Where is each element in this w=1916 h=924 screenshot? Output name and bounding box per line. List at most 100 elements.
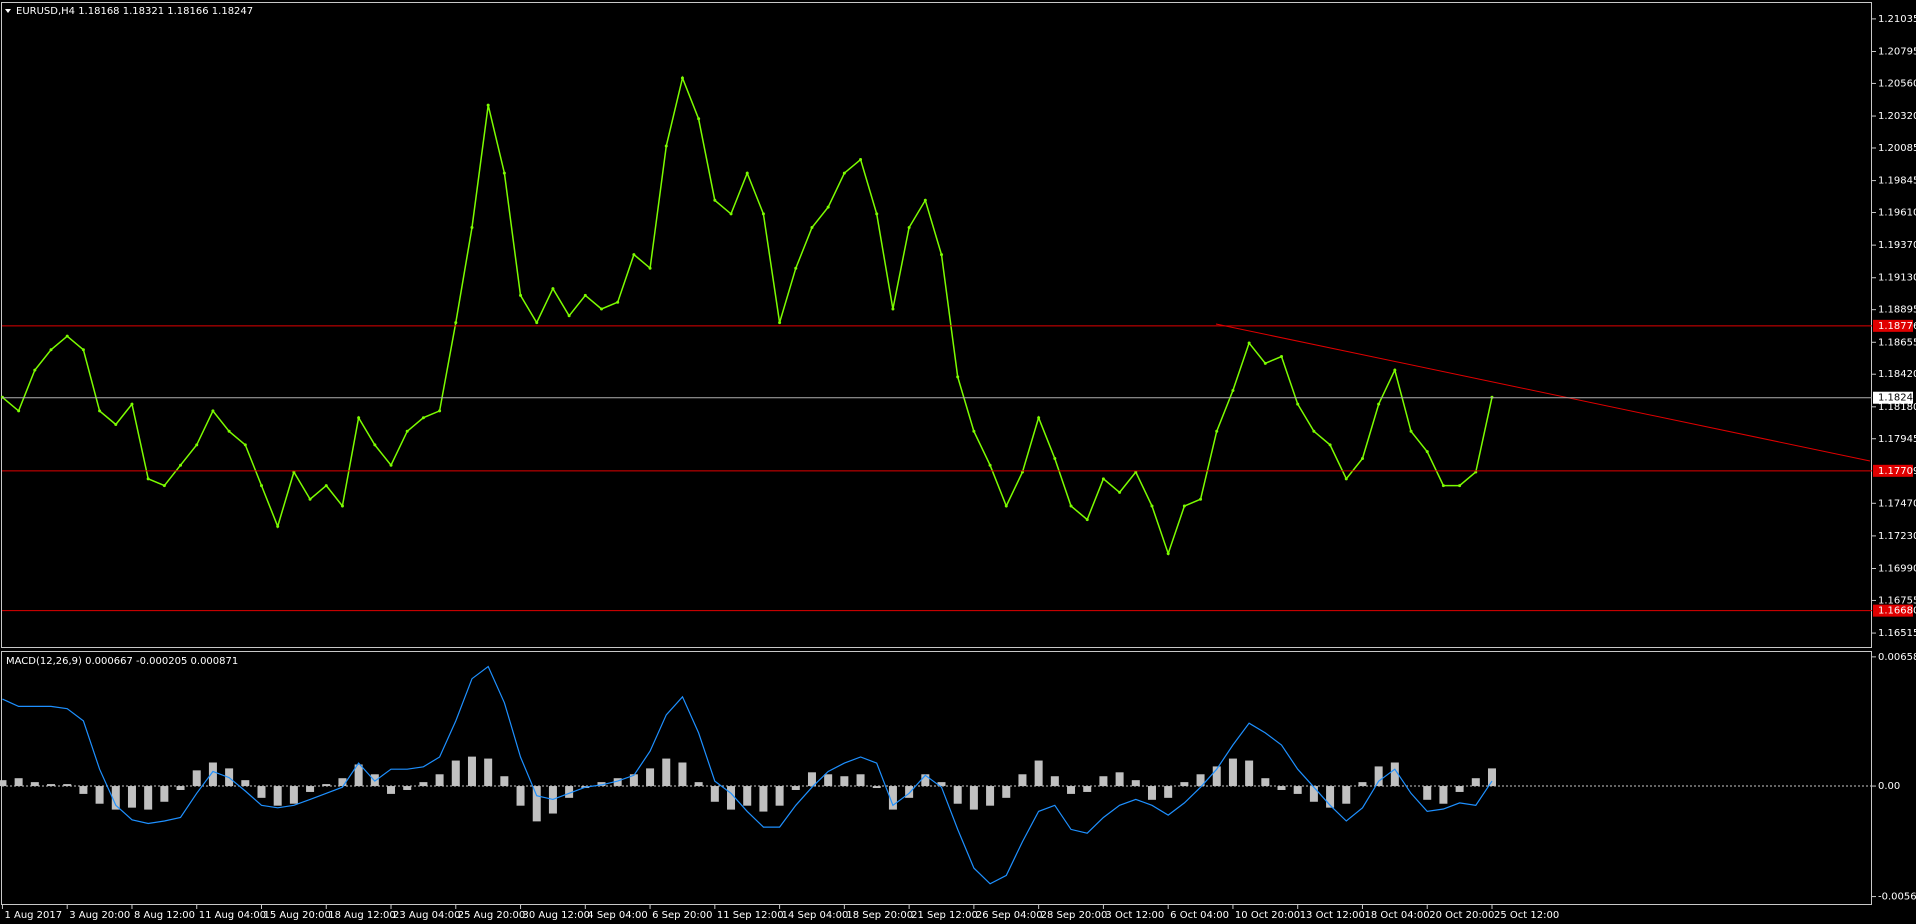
histogram-bar: [888, 786, 897, 810]
price-point: [1150, 504, 1154, 508]
histogram-bar: [1309, 786, 1318, 802]
price-point: [616, 300, 620, 304]
histogram-bar: [484, 758, 493, 787]
histogram-bar: [1164, 786, 1173, 798]
histogram-bar: [872, 786, 881, 789]
price-point: [535, 321, 539, 325]
histogram-bar: [30, 782, 39, 787]
price-point: [972, 429, 976, 433]
level-label: 1.18776: [1878, 321, 1916, 332]
histogram-bar: [791, 786, 800, 790]
price-panel-frame: [1, 2, 1872, 648]
price-point: [1053, 456, 1057, 460]
level-label: 1.17709: [1878, 466, 1916, 477]
histogram-bar: [338, 778, 347, 787]
time-label: 15 Aug 20:00: [263, 910, 330, 921]
price-point: [664, 144, 668, 148]
price-point: [648, 266, 652, 270]
time-label: 18 Sep 20:00: [846, 910, 913, 921]
time-label: 23 Aug 04:00: [393, 910, 460, 921]
histogram-bar: [47, 784, 56, 787]
histogram-bar: [824, 774, 833, 787]
price-point: [1280, 355, 1284, 359]
price-point: [1312, 429, 1316, 433]
histogram-bar: [111, 786, 120, 810]
price-point: [340, 504, 344, 508]
y-tick-label: 1.16990: [1878, 564, 1916, 575]
time-label: 20 Oct 20:00: [1429, 910, 1494, 921]
price-point: [1247, 341, 1251, 345]
histogram-bar: [1180, 782, 1189, 787]
histogram-bar: [176, 786, 185, 790]
time-label: 11 Sep 12:00: [717, 910, 784, 921]
histogram-bar: [937, 782, 946, 787]
histogram-bar: [532, 786, 541, 822]
price-point: [891, 307, 895, 311]
histogram-bar: [160, 786, 169, 802]
price-point: [1166, 552, 1170, 556]
histogram-bar: [1326, 786, 1335, 808]
price-point: [1344, 477, 1348, 481]
histogram-bar: [678, 762, 687, 787]
price-point: [778, 321, 782, 325]
histogram-bar: [1083, 786, 1092, 792]
price-point: [324, 484, 328, 488]
histogram-bar: [1018, 774, 1027, 787]
histogram-bar: [241, 780, 250, 787]
price-point: [33, 368, 37, 372]
histogram-bar: [1455, 786, 1464, 792]
price-point: [1296, 402, 1300, 406]
price-point: [956, 375, 960, 379]
histogram-bar: [63, 784, 72, 787]
price-point: [875, 212, 879, 216]
price-point: [227, 429, 231, 433]
time-label: 4 Sep 04:00: [587, 910, 647, 921]
price-point: [49, 348, 53, 352]
histogram-bar: [921, 774, 930, 787]
menu-arrow[interactable]: [5, 9, 11, 13]
histogram-bar: [14, 778, 23, 787]
histogram-bar: [1131, 780, 1140, 787]
price-point: [502, 171, 506, 175]
histogram-bar: [775, 786, 784, 806]
histogram-bar: [79, 786, 88, 794]
time-label: 21 Sep 12:00: [911, 910, 978, 921]
time-label: 26 Sep 04:00: [976, 910, 1043, 921]
price-point: [81, 348, 85, 352]
price-point: [1101, 477, 1105, 481]
price-point: [519, 293, 523, 297]
histogram-bar: [127, 786, 136, 808]
histogram-bar: [0, 780, 7, 787]
time-label: 18 Aug 12:00: [328, 910, 395, 921]
price-point: [308, 497, 312, 501]
histogram-bar: [565, 786, 574, 798]
histogram-bar: [1050, 776, 1059, 787]
y-tick-label: 1.20320: [1878, 111, 1916, 122]
price-point: [211, 409, 215, 413]
y-tick-label: 1.19845: [1878, 176, 1916, 187]
histogram-bar: [273, 786, 282, 806]
price-point: [373, 443, 377, 447]
histogram-bar: [807, 772, 816, 787]
histogram-bar: [662, 758, 671, 787]
histogram-bar: [403, 786, 412, 790]
level-label: 1.16680: [1878, 606, 1916, 617]
time-label: 14 Sep 04:00: [782, 910, 849, 921]
histogram-bar: [289, 786, 298, 804]
y-tick-label: 1.16755: [1878, 595, 1916, 606]
price-point: [907, 225, 911, 229]
price-point: [421, 416, 425, 420]
price-point: [1085, 518, 1089, 522]
histogram-bar: [1212, 766, 1221, 787]
histogram-bar: [387, 786, 396, 794]
symbol-info: EURUSD,H4 1.18168 1.18321 1.18166 1.1824…: [16, 6, 253, 17]
histogram-bar: [451, 760, 460, 787]
macd-line: [2, 665, 1493, 885]
price-point: [1458, 484, 1462, 488]
price-point: [259, 484, 263, 488]
histogram-bar: [192, 770, 201, 787]
price-point: [1425, 450, 1429, 454]
histogram-bar: [354, 764, 363, 787]
price-point: [1182, 504, 1186, 508]
